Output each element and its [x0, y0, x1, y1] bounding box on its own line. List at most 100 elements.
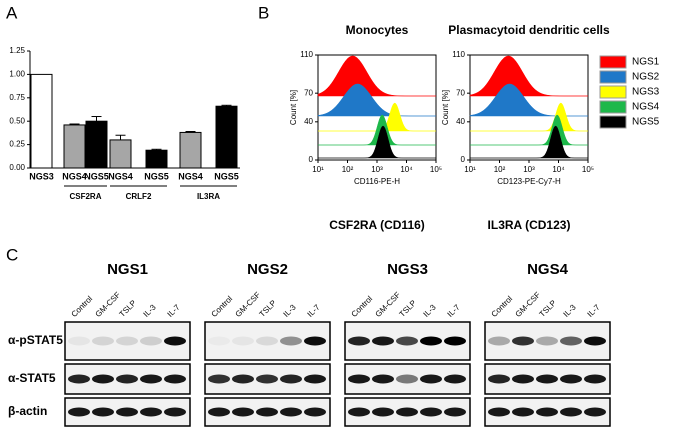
- x-tick-label: 10⁵: [582, 165, 594, 174]
- lane-label: Control: [210, 294, 235, 319]
- bar: [215, 105, 238, 169]
- legend-swatch: [599, 85, 627, 99]
- y-axis-label: Count [%]: [441, 90, 450, 125]
- x-tick-label: 10¹: [312, 165, 324, 174]
- category-label: NGS5: [144, 171, 169, 181]
- lane-label: TSLP: [118, 298, 139, 319]
- lane-label: Control: [70, 294, 95, 319]
- band: [420, 374, 442, 384]
- x-axis-label: CD123-PE-Cy7-H: [497, 177, 561, 186]
- band: [512, 336, 534, 346]
- lane-label: TSLP: [258, 298, 279, 319]
- band: [140, 374, 162, 384]
- x-tick-label: 10⁴: [552, 165, 565, 174]
- y-tick-label: 70: [304, 88, 313, 97]
- x-tick-label: 10³: [371, 165, 383, 174]
- group-label: CSF2RA: [69, 192, 101, 201]
- row-label: β-actin: [8, 404, 47, 418]
- band: [68, 407, 90, 417]
- category-label: NGS5: [84, 171, 109, 181]
- x-tick-label: 10⁵: [430, 165, 442, 174]
- category-label: NGS3: [29, 171, 54, 181]
- band: [164, 407, 186, 417]
- group-label: IL3RA: [197, 192, 220, 201]
- band: [584, 336, 606, 346]
- lane-label: GM-CSF: [374, 290, 403, 319]
- band: [444, 336, 466, 346]
- sample-title: NGS4: [527, 261, 569, 278]
- band: [584, 407, 606, 417]
- bar: [179, 131, 202, 169]
- band: [536, 374, 558, 384]
- histogram: [317, 55, 436, 97]
- band: [164, 374, 186, 384]
- sample-title: NGS3: [387, 261, 428, 278]
- band: [372, 407, 394, 417]
- category-label: NGS4: [62, 171, 87, 181]
- y-tick-label: 110: [452, 50, 465, 59]
- band: [536, 336, 558, 346]
- sample-title: NGS2: [247, 261, 288, 278]
- y-axis-label: Count [%]: [289, 90, 298, 125]
- lane-label: TSLP: [398, 298, 419, 319]
- band: [304, 407, 326, 417]
- band: [444, 374, 466, 384]
- histogram: [318, 125, 436, 159]
- x-tick-label: 10⁴: [400, 165, 413, 174]
- band: [348, 336, 370, 346]
- band: [304, 336, 326, 346]
- bar: [109, 139, 132, 169]
- lane-label: Control: [490, 294, 515, 319]
- histogram: [469, 83, 588, 117]
- band: [488, 407, 510, 417]
- band: [208, 374, 230, 384]
- lane-label: GM-CSF: [234, 290, 263, 319]
- band: [304, 374, 326, 384]
- bar: [63, 124, 86, 169]
- sample-title: NGS1: [107, 261, 148, 278]
- category-label: NGS4: [108, 171, 133, 181]
- y-tick-label: 0.50: [9, 116, 25, 125]
- band: [164, 336, 186, 346]
- lane-label: IL-7: [306, 302, 323, 319]
- band: [512, 374, 534, 384]
- band: [92, 407, 114, 417]
- y-tick-label: 110: [300, 50, 313, 59]
- legend-swatch: [599, 55, 627, 69]
- band: [92, 374, 114, 384]
- band: [560, 407, 582, 417]
- lane-label: IL-3: [562, 302, 579, 319]
- row-label: α-pSTAT5: [8, 333, 63, 347]
- lane-label: IL-7: [446, 302, 463, 319]
- y-tick-label: 0: [461, 155, 466, 164]
- lane-label: IL-3: [282, 302, 299, 319]
- lane-label: TSLP: [538, 298, 559, 319]
- band: [420, 407, 442, 417]
- lane-label: GM-CSF: [514, 290, 543, 319]
- x-tick-label: 10³: [523, 165, 535, 174]
- x-tick-label: 10¹: [464, 165, 476, 174]
- band: [560, 336, 582, 346]
- band: [92, 336, 114, 346]
- y-tick-label: 0.00: [9, 163, 25, 172]
- band: [372, 336, 394, 346]
- band: [116, 374, 138, 384]
- band: [256, 407, 278, 417]
- histogram: [317, 83, 436, 117]
- band: [512, 407, 534, 417]
- plot-title: Monocytes: [346, 23, 409, 37]
- caption: IL3RA (CD123): [488, 218, 571, 232]
- group-label: CRLF2: [126, 192, 152, 201]
- bar: [30, 73, 53, 169]
- band: [256, 336, 278, 346]
- band: [208, 337, 230, 346]
- lane-label: GM-CSF: [94, 290, 123, 319]
- legend-swatch: [599, 115, 627, 129]
- band: [280, 374, 302, 384]
- y-tick-label: 1.25: [9, 46, 25, 55]
- category-label: NGS4: [178, 171, 203, 181]
- x-axis-label: CD116-PE-H: [354, 177, 400, 186]
- band: [116, 336, 138, 346]
